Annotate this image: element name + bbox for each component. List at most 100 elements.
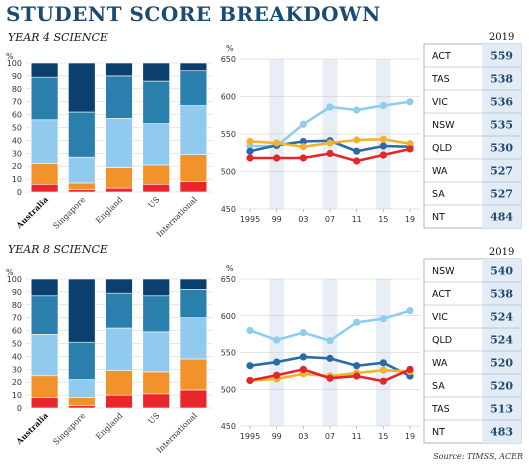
bar-segment: [105, 278, 133, 294]
y-axis-unit: %: [226, 264, 234, 273]
y-tick-label: 10: [12, 175, 22, 184]
data-point: [273, 371, 281, 379]
bar-segment: [68, 278, 96, 343]
section-title-year4: YEAR 4 SCIENCE: [8, 31, 108, 44]
y-tick-label: 70: [12, 98, 22, 107]
x-tick-label: 99: [272, 432, 282, 441]
data-point: [246, 362, 254, 370]
data-point: [326, 374, 334, 382]
y-tick-label: 50: [12, 124, 22, 133]
bar-segment: [30, 119, 59, 164]
y-tick-label: 550: [221, 349, 236, 358]
data-point: [406, 140, 414, 148]
data-point: [273, 154, 281, 162]
x-tick-label: 15: [378, 432, 388, 441]
data-point: [246, 326, 254, 335]
bar-segment: [142, 295, 170, 333]
table-score-value: 538: [490, 288, 513, 301]
category-label: Singapore: [51, 195, 87, 231]
x-tick-label: 07: [325, 215, 335, 224]
bar-segment: [30, 397, 59, 409]
data-point: [326, 103, 334, 111]
data-point: [379, 101, 387, 110]
bar-segment: [68, 62, 96, 113]
x-tick-label: 19: [405, 432, 415, 441]
data-point: [273, 139, 281, 147]
table-score-value: 483: [490, 426, 513, 439]
bar-segment: [105, 167, 133, 189]
y-tick-label: 60: [12, 327, 22, 336]
data-point: [299, 120, 307, 128]
data-point: [379, 366, 387, 374]
bar-segment: [105, 327, 133, 371]
data-point: [299, 329, 307, 337]
score-table-year4: 2019 ACT 559 TAS 538 VIC 536 NSW 535 QLD 530 WA 527 S…: [423, 32, 522, 229]
y-tick-label: 650: [221, 275, 236, 284]
table-score-value: 520: [490, 380, 513, 393]
x-tick-label: 15: [378, 215, 388, 224]
bar-segment: [142, 183, 170, 193]
bar-segment: [105, 187, 133, 193]
source-note: Source: TIMSS, ACER: [433, 452, 523, 461]
data-point: [246, 137, 254, 146]
category-label: England: [94, 411, 124, 441]
data-point: [246, 154, 254, 162]
line-chart-year8: % 450 500 550 600 650 1995 99 03 07 11 15 19: [221, 264, 420, 441]
bar-segment: [105, 118, 133, 168]
y-axis-unit: %: [226, 44, 234, 53]
y-tick-label: 0: [17, 404, 22, 413]
table-state-label: VIC: [432, 97, 448, 108]
section-title-year8: YEAR 8 SCIENCE: [8, 243, 108, 256]
table-state-label: TAS: [431, 404, 450, 415]
table-score-value: 536: [490, 96, 513, 109]
data-point: [273, 336, 281, 344]
table-year-header: 2019: [489, 247, 514, 258]
bar-segment: [105, 292, 133, 329]
x-tick-label: 11: [352, 215, 362, 224]
table-score-value: 530: [490, 142, 513, 155]
y-tick-label: 50: [12, 340, 22, 349]
y-tick-label: 650: [221, 55, 236, 64]
bar-segment: [30, 76, 59, 121]
bar-segment: [68, 156, 96, 184]
table-score-value: 527: [490, 188, 513, 201]
bar-segment: [142, 123, 170, 166]
stacked-bar-chart-year4: % 0 10 20 30 40 50 60 70 80 90 100 Australia Singapor…: [6, 52, 212, 239]
table-state-label: WA: [432, 358, 448, 369]
table-state-label: NSW: [432, 266, 455, 277]
y-axis-unit: %: [6, 52, 14, 61]
bar-segment: [68, 379, 96, 398]
data-point: [353, 372, 361, 380]
bar-segment: [105, 75, 133, 119]
table-state-label: WA: [432, 166, 448, 177]
x-tick-label: 07: [325, 432, 335, 441]
bar-segment: [142, 278, 170, 297]
category-label: US: [147, 195, 162, 210]
bar-segment: [179, 181, 208, 193]
bar-segment: [30, 295, 59, 335]
bar-segment: [105, 370, 133, 396]
y-tick-label: 90: [12, 72, 22, 81]
table-score-value: 524: [490, 334, 513, 347]
y-tick-label: 70: [12, 314, 22, 323]
table-score-value: 520: [490, 357, 513, 370]
bar-segment: [68, 111, 96, 158]
y-tick-label: 60: [12, 111, 22, 120]
y-tick-label: 40: [12, 352, 22, 361]
data-point: [353, 106, 361, 114]
data-point: [299, 365, 307, 374]
bar-segment: [179, 278, 208, 290]
y-tick-label: 100: [7, 275, 22, 284]
y-tick-label: 30: [12, 365, 22, 374]
page-title: STUDENT SCORE BREAKDOWN: [6, 2, 381, 26]
data-point: [406, 98, 414, 106]
table-score-value: 540: [490, 265, 513, 278]
bar-segment: [179, 70, 208, 106]
table-state-label: QLD: [432, 143, 452, 154]
y-tick-label: 40: [12, 136, 22, 145]
data-point: [406, 145, 414, 153]
score-table-year8: 2019 NSW 540 ACT 538 VIC 524 QLD 524 WA 520 SA 520 TA…: [423, 247, 522, 444]
bar-segment: [68, 189, 96, 193]
data-point: [379, 142, 387, 150]
